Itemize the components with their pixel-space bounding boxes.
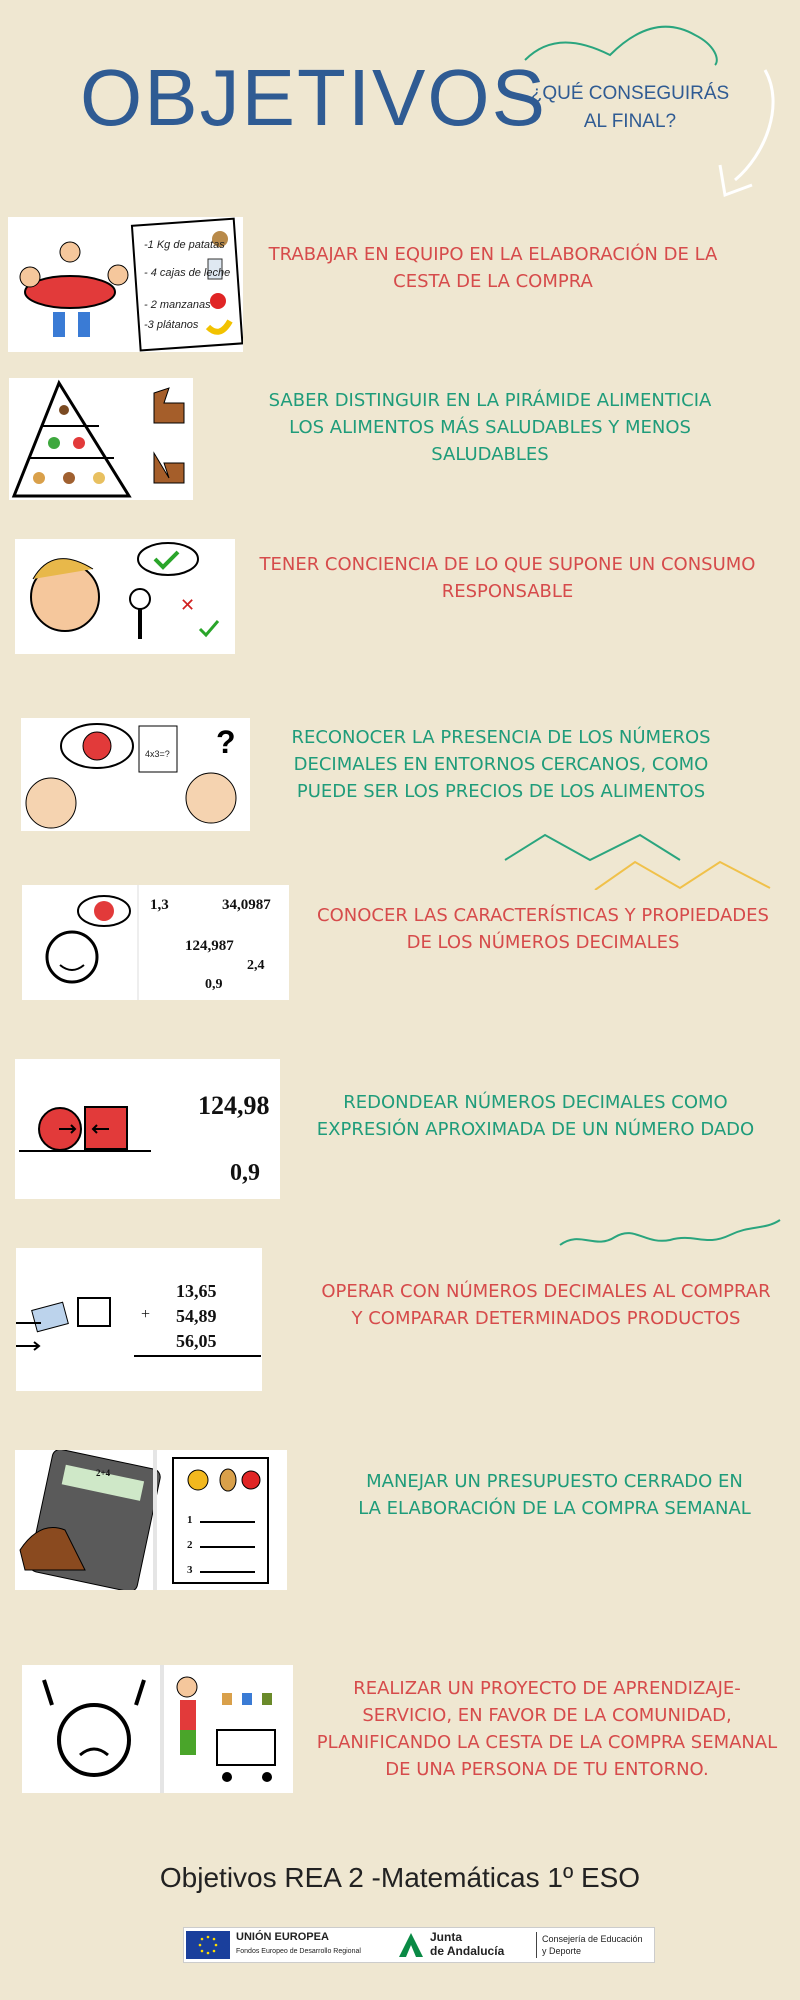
junta-logo-icon [399, 1933, 423, 1957]
objective-text: TRABAJAR EN EQUIPO EN LA ELABORACIÓN DE … [268, 244, 718, 292]
objective-text: REALIZAR UN PROYECTO DE APRENDIZAJE-SERV… [316, 1678, 778, 1780]
list-number: 2 [187, 1539, 193, 1551]
junta-label: Junta [430, 1930, 463, 1944]
service-learning-picture [22, 1665, 293, 1793]
note-line: - 2 manzanas [144, 299, 211, 311]
decorative-zigzag-icon [504, 833, 771, 890]
operand-number: 56,05 [176, 1331, 217, 1351]
food-pyramid-picture [9, 378, 193, 500]
rounded-number: 0,9 [230, 1160, 260, 1186]
decimal-number: 1,3 [150, 897, 169, 913]
decorative-wave-icon [559, 1219, 781, 1246]
rounded-number: 124,98 [198, 1091, 270, 1120]
budget-picture: 2+4 1 2 3 [15, 1448, 287, 1593]
logo-divider [536, 1932, 537, 1958]
footer-title: Objetivos REA 2 -Matemáticas 1º ESO [159, 1862, 641, 1893]
objective-text: RECONOCER LA PRESENCIA DE LOS NÚMEROS DE… [291, 727, 711, 802]
list-number: 3 [187, 1564, 193, 1576]
page-subtitle: ¿QUÉ CONSEGUIRÁS AL FINAL? [520, 80, 740, 136]
decimal-operations-picture: + 13,65 54,89 56,05 [16, 1248, 262, 1391]
junta-label: de Andalucía [430, 1944, 505, 1958]
svg-text:?: ? [216, 724, 236, 760]
objective-text: TENER CONCIENCIA DE LO QUE SUPONE UN CON… [259, 554, 756, 602]
responsible-consumption-picture: ✕ [15, 539, 235, 654]
decimal-number: 2,4 [247, 958, 265, 973]
eu-flag-icon [186, 1931, 230, 1959]
eu-fund-label: Fondos Europeo de Desarrollo Regional [236, 1948, 361, 1955]
subtitle-line-1: ¿QUÉ CONSEGUIRÁS [530, 83, 730, 104]
objective-text: OPERAR CON NÚMEROS DECIMALES AL COMPRAR … [321, 1281, 771, 1329]
plus-sign: + [141, 1306, 151, 1323]
note-line: -3 plátanos [144, 319, 199, 331]
decorative-curve-icon [524, 25, 775, 198]
objective-text: CONOCER LAS CARACTERÍSTICAS Y PROPIEDADE… [317, 905, 769, 953]
consejeria-label: Consejería de Educación [542, 1934, 643, 1944]
list-number: 1 [187, 1514, 193, 1526]
objective-text: MANEJAR UN PRESUPUESTO CERRADO EN LA ELA… [358, 1471, 751, 1519]
calculator-display: 2+4 [96, 1468, 111, 1478]
decimal-number: 34,0987 [222, 897, 271, 913]
decimal-numbers-environment-picture: ? 4x3=? [21, 718, 250, 831]
team-shopping-list-picture: -1 Kg de patatas - 4 cajas de leche - 2 … [8, 217, 244, 352]
subtitle-line-2: AL FINAL? [583, 111, 677, 132]
eu-label: UNIÓN EUROPEA [236, 1931, 329, 1943]
consejeria-label: y Deporte [542, 1946, 582, 1956]
objective-text: REDONDEAR NÚMEROS DECIMALES COMO EXPRESI… [316, 1092, 755, 1140]
objective-text: SABER DISTINGUIR EN LA PIRÁMIDE ALIMENTI… [268, 390, 712, 465]
decimal-number: 0,9 [205, 977, 223, 992]
operand-number: 54,89 [176, 1306, 217, 1326]
note-line: -1 Kg de patatas [144, 239, 225, 251]
funding-logos: UNIÓN EUROPEA Fondos Europeo de Desarrol… [183, 1927, 655, 1963]
svg-text:✕: ✕ [180, 595, 195, 615]
operand-number: 13,65 [176, 1281, 217, 1301]
rounding-numbers-picture: 124,98 0,9 [15, 1059, 280, 1199]
price-card-text: 4x3=? [145, 749, 170, 759]
note-line: - 4 cajas de leche [144, 267, 231, 279]
decimal-number: 124,987 [185, 938, 234, 954]
page-title: OBJETIVOS [80, 53, 547, 142]
decimal-properties-picture: 1,3 34,0987 124,987 2,4 0,9 [22, 885, 289, 1000]
